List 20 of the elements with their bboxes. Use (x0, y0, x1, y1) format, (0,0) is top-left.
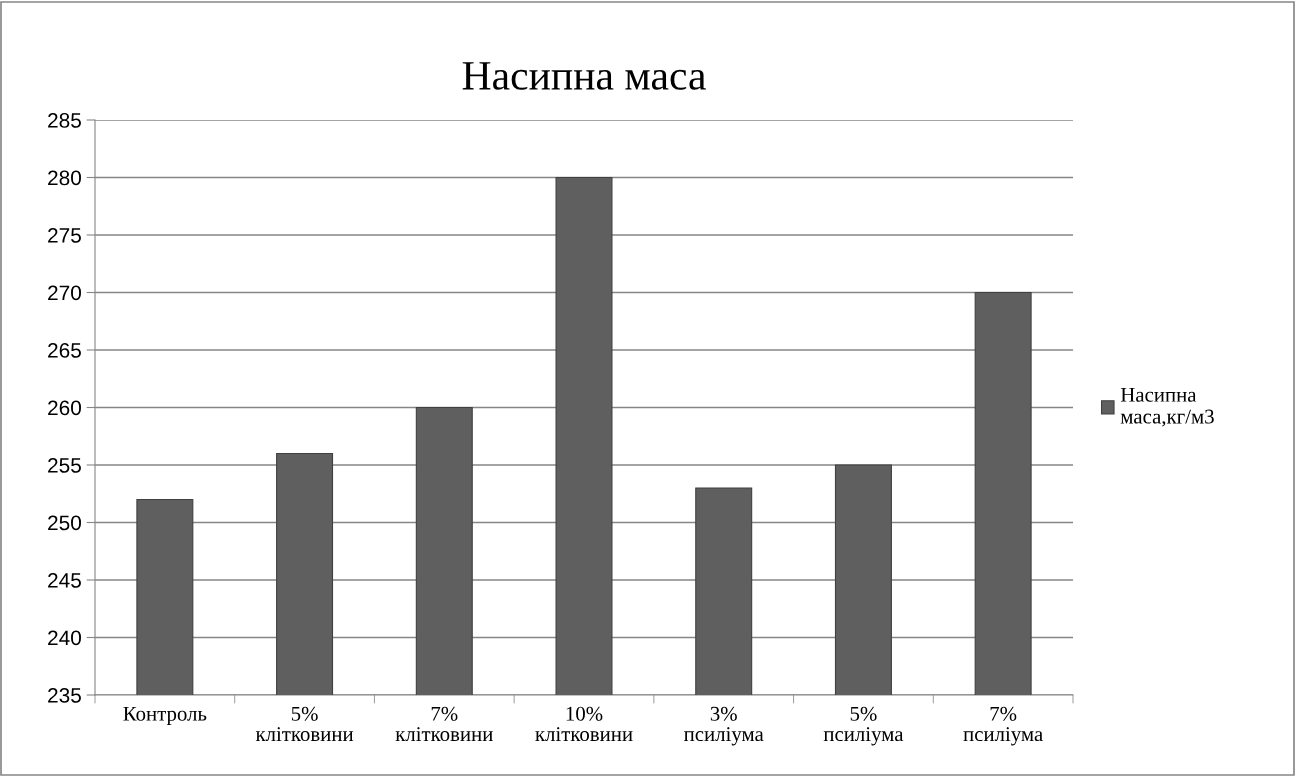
y-tick-label: 245 (48, 573, 81, 588)
y-tick-label: 285 (48, 113, 81, 128)
chart-title: Насипна маса (462, 62, 706, 90)
y-tick-label: 280 (48, 170, 81, 186)
y-tick-label: 240 (48, 630, 81, 646)
x-tick-label: 10% клітковини (535, 706, 633, 742)
x-tick-label: 3% псиліума (684, 706, 764, 746)
x-tick-label: 5% клітковини (255, 706, 354, 742)
x-tick-label: 7% псиліума (963, 706, 1043, 746)
y-tick-label: 275 (48, 228, 81, 243)
x-tick-label: 7% клітковини (395, 706, 493, 742)
legend-label: Насипна маса,кг/м3 (1120, 387, 1214, 427)
y-tick-label: 255 (48, 458, 81, 473)
y-tick-label: 265 (48, 343, 81, 358)
y-tick-label: 250 (48, 515, 81, 531)
y-tick-label: 235 (48, 688, 81, 703)
y-tick-label: 270 (48, 285, 81, 301)
x-tick-label: 5% псиліума (823, 706, 904, 746)
y-tick-label: 260 (48, 400, 81, 416)
x-tick-label: Контроль (123, 706, 207, 725)
